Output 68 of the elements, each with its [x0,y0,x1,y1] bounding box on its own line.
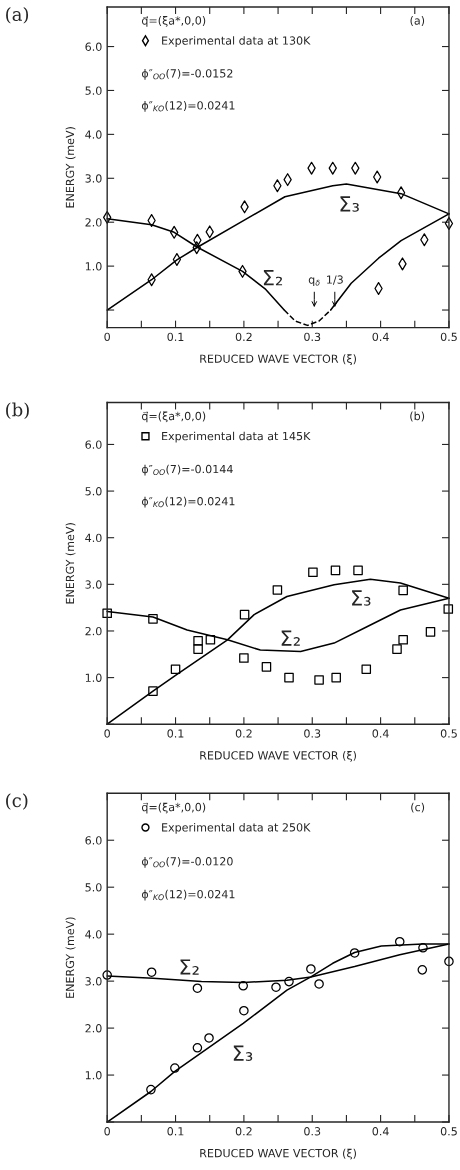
x-tick-label: 0.4 [372,332,389,342]
annotation: q⃗=(ξa*,0,0) [141,802,206,814]
x-tick-label: 0.3 [304,729,321,738]
y-tick-label: 6.0 [85,42,102,51]
chart-title: (c) [6,793,28,810]
chart-title: (b) [6,402,29,420]
annotation: q⃗=(ξa*,0,0) [141,411,206,423]
annotation: ϕ″$_{KO}$(12)=0.0241 [141,889,235,901]
annotation: (b) [410,411,425,422]
chart-title: (a) [6,7,29,24]
annotation: q⃗=(ξa*,0,0) [141,16,206,27]
y-axis-title: ENERGY (meV) [65,523,76,604]
y-tick-label: 6.0 [85,836,102,845]
y-tick-label: 4.0 [85,930,102,939]
x-tick-label: 0.1 [167,1127,184,1136]
x-axis-title: REDUCED WAVE VECTOR (ξ) [200,354,356,366]
annotation: 1/3 [327,275,343,285]
x-tick-label: 0.2 [235,1127,252,1136]
annotation: ϕ″$_{OO}$(7)=-0.0144 [141,464,233,476]
y-tick-label: 4.0 [85,130,102,139]
y-axis-title: ENERGY (meV) [65,917,76,998]
y-tick-label: 2.0 [85,626,102,636]
x-tick-label: 0 [104,332,110,342]
y-tick-label: 1.0 [85,673,102,682]
x-tick-label: 0.4 [372,729,389,738]
x-tick-label: 0.1 [167,332,184,342]
annotation: Σ₂ [180,959,199,975]
y-tick-label: 3.0 [85,580,102,589]
x-tick-label: 0.5 [440,332,457,342]
y-tick-label: 1.0 [85,262,102,271]
y-tick-label: 5.0 [85,487,102,496]
annotation: ϕ″$_{KO}$(12)=0.0241 [141,496,235,508]
annotation: Σ₂ [263,270,283,286]
annotation: ϕ″$_{OO}$(7)=-0.0120 [141,856,233,868]
annotation: Σ₃ [352,590,371,606]
x-tick-label: 0.2 [235,729,252,738]
annotation: Σ₃ [340,196,359,212]
x-axis-title: REDUCED WAVE VECTOR (ξ) [200,1148,356,1160]
x-tick-label: 0 [104,1127,110,1136]
legend-label: Experimental data at 130K [162,36,311,47]
legend-label: Experimental data at 145K [162,431,311,443]
x-tick-label: 0 [104,729,110,738]
x-tick-label: 0.5 [440,729,457,738]
annotation: (a) [410,16,425,26]
y-tick-label: 2.0 [85,1024,102,1033]
y-tick-label: 1.0 [85,1071,102,1080]
x-tick-label: 0.3 [304,332,321,342]
annotation: Σ₃ [233,1045,253,1061]
x-tick-label: 0.2 [235,332,252,342]
y-tick-label: 4.0 [85,533,102,543]
x-tick-label: 0.3 [304,1127,321,1136]
annotation: ϕ″$_{OO}$(7)=-0.0152 [141,68,233,80]
y-tick-label: 6.0 [85,440,102,449]
y-tick-label: 5.0 [85,883,102,892]
annotation: q$_{δ}$ [308,277,320,286]
x-axis-title: REDUCED WAVE VECTOR (ξ) [200,750,356,762]
y-tick-label: 3.0 [85,977,102,986]
y-tick-label: 3.0 [85,174,102,183]
annotation: ϕ″$_{KO}$(12)=0.0241 [141,101,235,112]
annotation: Σ₂ [281,630,300,646]
x-tick-label: 0.5 [440,1127,457,1136]
y-axis-title: ENERGY (meV) [65,127,76,208]
x-tick-label: 0.4 [372,1127,389,1136]
y-tick-label: 2.0 [85,218,102,227]
y-tick-label: 5.0 [85,86,102,95]
legend-label: Experimental data at 250K [162,822,311,834]
annotation: (c) [411,802,425,813]
x-tick-label: 0.1 [167,729,184,738]
